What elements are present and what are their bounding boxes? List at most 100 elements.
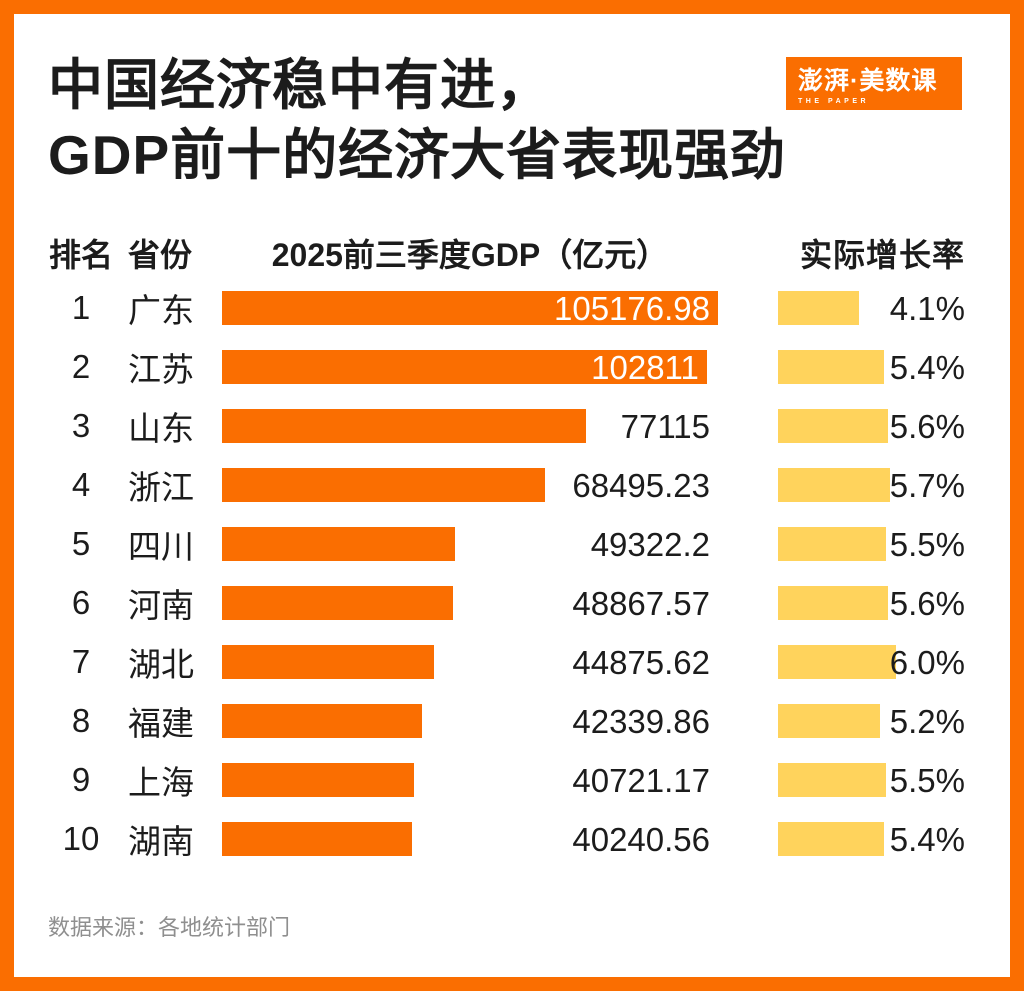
growth-bar-track: 5.4% — [778, 348, 965, 386]
table-row: 9 上海 40721.17 5.5% — [48, 750, 965, 809]
poster-content: 中国经济稳中有进， GDP前十的经济大省表现强劲 澎湃·美数课 THE PAPE… — [14, 14, 1010, 977]
gdp-bar-track: 42339.86 — [222, 702, 718, 740]
page-title: 中国经济稳中有进， GDP前十的经济大省表现强劲 — [48, 50, 786, 190]
gdp-bar — [222, 644, 434, 679]
growth-bar-track: 4.1% — [778, 289, 965, 327]
growth-bar — [778, 762, 887, 797]
column-headers: 排名 省份 2025前三季度GDP（亿元） 实际增长率 — [48, 230, 965, 276]
province-label: 河南 — [128, 586, 194, 624]
growth-bar — [778, 644, 897, 679]
gdp-value-label: 68495.23 — [572, 466, 710, 504]
growth-value-label: 5.5% — [889, 761, 965, 799]
growth-bar-track: 5.2% — [778, 703, 965, 739]
logo-sub-text: THE PAPER — [798, 98, 870, 105]
gdp-bar-track: 102811 — [222, 348, 718, 386]
gdp-value-label: 77115 — [620, 407, 710, 445]
gdp-bar-track: 44875.62 — [222, 643, 718, 681]
growth-bar — [778, 821, 885, 856]
table-row: 2 江苏 102811 5.4% — [48, 337, 965, 396]
growth-bar — [778, 526, 887, 561]
province-label: 山东 — [128, 409, 194, 447]
table-row: 8 福建 42339.86 5.2% — [48, 691, 965, 750]
growth-bar — [778, 290, 859, 325]
gdp-bar — [222, 467, 545, 502]
growth-bar — [778, 585, 889, 620]
gdp-bar — [222, 762, 414, 797]
table-row: 3 山东 77115 5.6% — [48, 396, 965, 455]
gdp-value-label: 40721.17 — [572, 761, 710, 799]
publisher-logo: 澎湃·美数课 THE PAPER — [786, 57, 962, 110]
province-label: 浙江 — [128, 468, 194, 506]
gdp-bar — [222, 290, 718, 325]
growth-bar-track: 5.5% — [778, 761, 965, 799]
gdp-value-label: 40240.56 — [572, 820, 710, 858]
title-line-1: 中国经济稳中有进， — [48, 54, 553, 116]
gdp-bar — [222, 585, 453, 620]
growth-bar — [778, 408, 889, 443]
growth-value-label: 5.6% — [889, 407, 965, 445]
gdp-value-label: 102811 — [591, 348, 699, 386]
rank-label: 7 — [71, 642, 91, 680]
logo-main-text: 澎湃·美数课 — [798, 67, 938, 95]
gdp-bar-track: 48867.57 — [222, 584, 718, 622]
rank-label: 10 — [62, 819, 100, 857]
growth-bar-track: 5.7% — [778, 466, 965, 504]
province-label: 湖南 — [128, 822, 194, 860]
column-header-province: 省份 — [128, 237, 193, 273]
gdp-bar — [222, 349, 707, 384]
growth-bar-track: 6.0% — [778, 643, 965, 681]
gdp-bar-track: 49322.2 — [222, 525, 718, 563]
growth-value-label: 4.1% — [889, 289, 965, 327]
gdp-bar — [222, 408, 586, 443]
growth-bar-track: 5.6% — [778, 407, 965, 445]
growth-value-label: 6.0% — [889, 643, 965, 681]
table-row: 1 广东 105176.98 4.1% — [48, 278, 965, 337]
province-label: 湖北 — [128, 645, 194, 683]
growth-bar — [778, 349, 885, 384]
growth-value-label: 5.4% — [889, 348, 965, 386]
gdp-value-label: 48867.57 — [572, 584, 710, 622]
gdp-bar-track: 105176.98 — [222, 289, 718, 327]
growth-bar-track: 5.6% — [778, 584, 965, 622]
province-label: 福建 — [128, 704, 194, 742]
growth-value-label: 5.4% — [889, 820, 965, 858]
gdp-value-label: 44875.62 — [572, 643, 710, 681]
gdp-bar-track: 40721.17 — [222, 761, 718, 799]
rank-label: 9 — [71, 760, 91, 798]
rank-label: 1 — [71, 288, 91, 326]
growth-value-label: 5.7% — [889, 466, 965, 504]
source-note: 数据来源：各地统计部门 — [48, 915, 291, 940]
rank-label: 5 — [71, 524, 91, 562]
gdp-bar-track: 40240.56 — [222, 820, 718, 858]
column-header-growth: 实际增长率 — [799, 237, 965, 273]
province-label: 江苏 — [128, 350, 194, 388]
growth-bar — [778, 467, 891, 502]
rows: 1 广东 105176.98 4.1% 2 江苏 102811 5.4% 3 山… — [48, 278, 965, 868]
gdp-value-label: 105176.98 — [554, 289, 710, 327]
table-row: 6 河南 48867.57 5.6% — [48, 573, 965, 632]
growth-bar-track: 5.5% — [778, 525, 965, 563]
column-header-gdp: 2025前三季度GDP（亿元） — [271, 237, 669, 273]
province-label: 上海 — [128, 763, 194, 801]
rank-label: 6 — [71, 583, 91, 621]
growth-value-label: 5.6% — [889, 584, 965, 622]
table-row: 10 湖南 40240.56 5.4% — [48, 809, 965, 868]
gdp-value-label: 49322.2 — [590, 525, 710, 563]
gdp-bar-track: 77115 — [222, 407, 718, 445]
province-label: 四川 — [128, 527, 194, 565]
growth-bar-track: 5.4% — [778, 820, 965, 858]
table-row: 4 浙江 68495.23 5.7% — [48, 455, 965, 514]
title-line-2: GDP前十的经济大省表现强劲 — [48, 124, 787, 186]
province-label: 广东 — [128, 291, 194, 329]
column-header-rank: 排名 — [48, 237, 113, 273]
gdp-bar — [222, 703, 422, 738]
rank-label: 2 — [71, 347, 91, 385]
table-row: 5 四川 49322.2 5.5% — [48, 514, 965, 573]
growth-value-label: 5.5% — [889, 525, 965, 563]
growth-bar — [778, 703, 881, 738]
gdp-bar-track: 68495.23 — [222, 466, 718, 504]
gdp-value-label: 42339.86 — [572, 702, 710, 740]
table-row: 7 湖北 44875.62 6.0% — [48, 632, 965, 691]
rank-label: 3 — [71, 406, 91, 444]
